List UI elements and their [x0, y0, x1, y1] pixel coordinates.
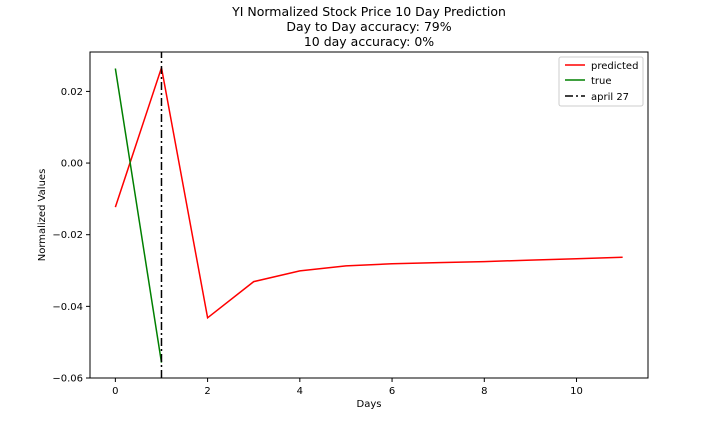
legend-label-april-27: april 27	[591, 92, 629, 103]
chart-title-line-2: Day to Day accuracy: 79%	[286, 19, 451, 34]
chart-title-line-3: 10 day accuracy: 0%	[304, 34, 434, 49]
legend: predicted true april 27	[558, 56, 644, 107]
series-line-predicted	[114, 67, 623, 320]
x-tick-label: 6	[389, 386, 395, 397]
x-tick-label: 10	[570, 386, 583, 397]
plot-area	[90, 52, 648, 378]
x-tick-label: 8	[481, 386, 487, 397]
plot-frame	[89, 51, 649, 379]
y-tick-label: −0.02	[52, 230, 83, 241]
y-tick-label: 0.00	[61, 159, 83, 170]
y-tick-label: −0.06	[52, 374, 83, 385]
series-line-true	[114, 68, 163, 363]
legend-box	[558, 56, 644, 107]
y-axis-ticks: 0.02 0.00 −0.02 −0.04 −0.06	[52, 87, 90, 385]
series-layer	[114, 52, 623, 378]
chart-title-line-1: YI Normalized Stock Price 10 Day Predict…	[231, 4, 506, 19]
x-axis-ticks: 0 2 4 6 8 10	[112, 378, 583, 397]
x-tick-label: 4	[297, 386, 303, 397]
y-axis-label: Normalized Values	[37, 169, 48, 262]
y-tick-label: −0.04	[52, 302, 83, 313]
x-tick-label: 2	[204, 386, 210, 397]
x-axis-label: Days	[357, 399, 382, 410]
y-tick-label: 0.02	[61, 87, 83, 98]
legend-label-true: true	[591, 76, 612, 87]
chart-title: YI Normalized Stock Price 10 Day Predict…	[231, 4, 506, 49]
legend-label-predicted: predicted	[591, 61, 638, 72]
x-tick-label: 0	[112, 386, 118, 397]
